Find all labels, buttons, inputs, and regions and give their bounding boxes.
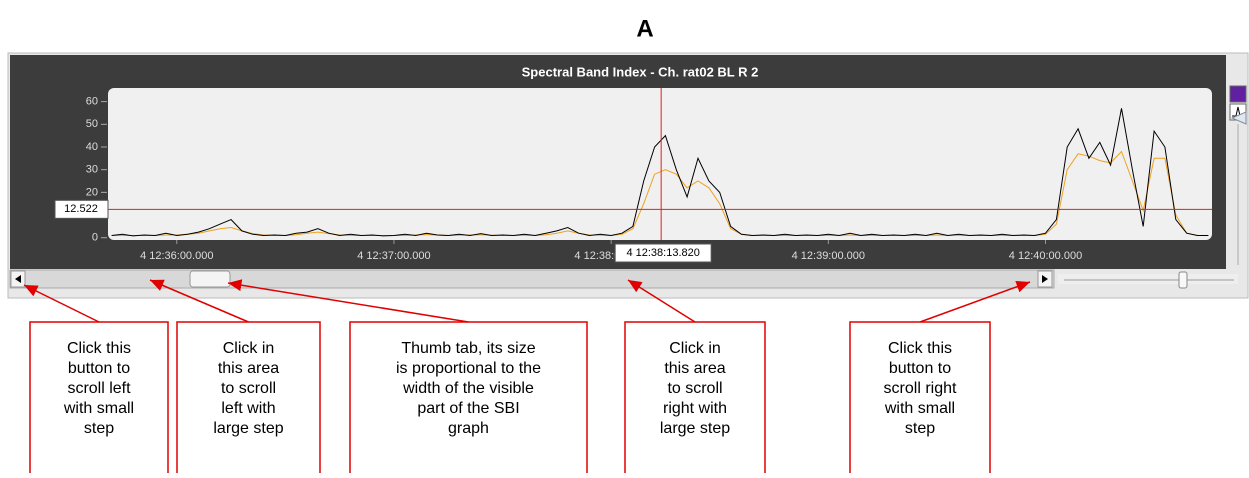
callout-arrow xyxy=(23,284,100,323)
callout-text: width of the visible xyxy=(402,380,534,397)
heading: A xyxy=(636,15,653,42)
plot-area xyxy=(108,88,1212,240)
cursor-y-box xyxy=(54,199,109,219)
callout-arrow xyxy=(919,280,1031,323)
arrow-icon xyxy=(15,275,21,283)
arrow-icon xyxy=(1042,275,1048,283)
callout-text: step xyxy=(905,420,935,437)
callout-text: part of the SBI xyxy=(417,400,519,417)
callout-box xyxy=(176,321,321,478)
callout-box xyxy=(624,321,766,478)
slider-knob[interactable] xyxy=(1178,271,1188,289)
scroll-track[interactable] xyxy=(9,269,1055,289)
callout-text: Click this xyxy=(888,340,952,357)
callout-text: this area xyxy=(218,360,279,377)
callout-text: button to xyxy=(889,360,951,377)
callout-text: to scroll xyxy=(221,380,276,397)
callout-text: step xyxy=(84,420,114,437)
color-button[interactable] xyxy=(1229,85,1247,103)
cursor-x-box xyxy=(614,243,712,263)
callout-text: graph xyxy=(448,420,489,437)
y-tick-label: 60 xyxy=(86,96,98,108)
x-tick-label: 4 12:37:00.000 xyxy=(357,250,430,262)
y-tick-label: 40 xyxy=(86,141,98,153)
callout-text: with small xyxy=(884,400,955,417)
y-tick-label: 20 xyxy=(86,186,98,198)
callout-text: scroll right xyxy=(884,380,957,397)
callout-text: left with xyxy=(221,400,275,417)
x-tick-label: 4 12:40:00.000 xyxy=(1009,250,1082,262)
chart-title: Spectral Band Index - Ch. rat02 BL R 2 xyxy=(522,64,759,79)
callout-text: Thumb tab, its size xyxy=(401,340,535,357)
callout-box xyxy=(849,321,991,478)
cursor-x-label: 4 12:38:13.820 xyxy=(626,247,699,259)
zoom-slider[interactable] xyxy=(1058,274,1238,284)
cursor-y-label: 12.522 xyxy=(64,203,98,215)
callout-text: to scroll xyxy=(667,380,722,397)
x-tick-label: 4 12:36:00.000 xyxy=(140,250,213,262)
callout-text: is proportional to the xyxy=(396,360,541,377)
callout-arrow xyxy=(149,279,249,323)
callout-text: Click in xyxy=(223,340,275,357)
callout-text: button to xyxy=(68,360,130,377)
callout-text: with small xyxy=(63,400,134,417)
x-tick-label: 4 12:39:00.000 xyxy=(792,250,865,262)
callout-text: Click in xyxy=(669,340,721,357)
callout-text: scroll left xyxy=(67,380,131,397)
y-tick-label: 0 xyxy=(92,232,98,244)
y-tick-label: 50 xyxy=(86,118,98,130)
callout-box xyxy=(29,321,169,478)
callout-box xyxy=(349,321,588,478)
callout-text: large step xyxy=(660,420,730,437)
vertical-slider-knob[interactable] xyxy=(1230,111,1247,125)
callout-arrow xyxy=(227,279,469,323)
y-tick-label: 30 xyxy=(86,164,98,176)
callout-text: large step xyxy=(213,420,283,437)
callout-text: this area xyxy=(664,360,725,377)
callout-text: right with xyxy=(663,400,727,417)
scroll-thumb[interactable] xyxy=(189,270,231,288)
callout-arrow xyxy=(627,279,696,323)
series-line xyxy=(111,108,1209,237)
callout-text: Click this xyxy=(67,340,131,357)
